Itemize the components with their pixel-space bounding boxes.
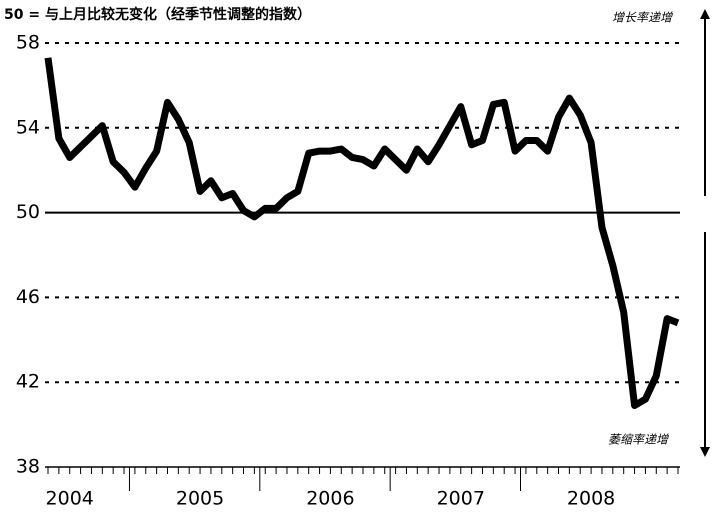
y-tick-label: 42 [16, 371, 40, 393]
x-tick-label: 2006 [306, 488, 354, 510]
y-tick-label: 54 [16, 116, 40, 138]
annotation: 增长率递增 [612, 11, 673, 25]
y-tick-label: 58 [16, 32, 40, 54]
x-tick-label: 2005 [176, 488, 224, 510]
x-tick-label: 2007 [437, 488, 485, 510]
x-tick-label: 2004 [46, 488, 94, 510]
y-tick-label: 46 [16, 286, 40, 308]
y-tick-label: 50 [16, 201, 40, 223]
y-tick-label: 38 [16, 456, 40, 478]
annotation: 萎缩率递增 [608, 433, 669, 447]
chart-title: 50 = 与上月比较无变化（经季节性调整的指数） [4, 6, 311, 23]
x-tick-label: 2008 [567, 488, 615, 510]
data-line [44, 57, 680, 410]
